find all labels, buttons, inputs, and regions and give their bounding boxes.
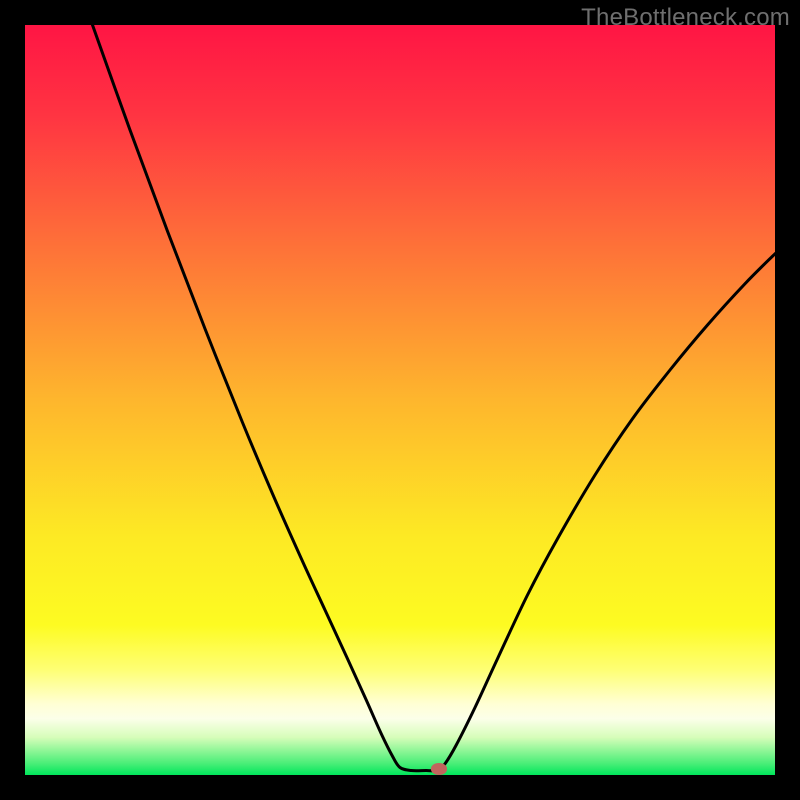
watermark-text: TheBottleneck.com — [581, 4, 790, 32]
min-point-marker — [431, 763, 448, 774]
chart-curve — [25, 25, 775, 775]
plot-area — [25, 25, 775, 775]
v-curve-path — [93, 25, 776, 771]
page-root: TheBottleneck.com — [0, 0, 800, 800]
